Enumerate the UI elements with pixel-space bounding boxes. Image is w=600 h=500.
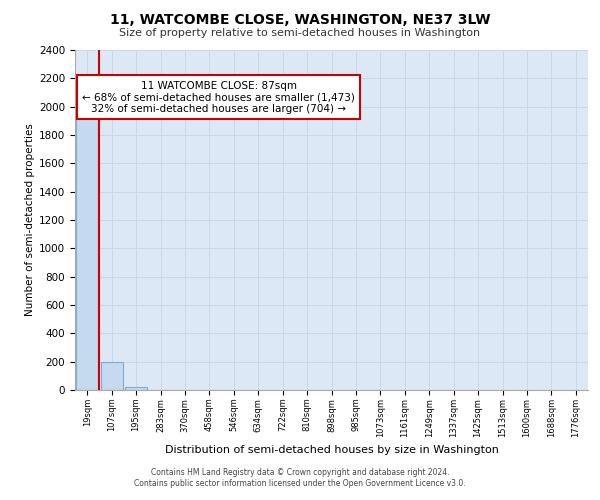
- Text: Size of property relative to semi-detached houses in Washington: Size of property relative to semi-detach…: [119, 28, 481, 38]
- Y-axis label: Number of semi-detached properties: Number of semi-detached properties: [25, 124, 35, 316]
- Text: Contains HM Land Registry data © Crown copyright and database right 2024.
Contai: Contains HM Land Registry data © Crown c…: [134, 468, 466, 487]
- Bar: [125, 387, 147, 390]
- Bar: [101, 362, 122, 390]
- Text: 11 WATCOMBE CLOSE: 87sqm
← 68% of semi-detached houses are smaller (1,473)
32% o: 11 WATCOMBE CLOSE: 87sqm ← 68% of semi-d…: [82, 80, 355, 114]
- Bar: [76, 106, 98, 390]
- X-axis label: Distribution of semi-detached houses by size in Washington: Distribution of semi-detached houses by …: [164, 445, 499, 455]
- Text: 11, WATCOMBE CLOSE, WASHINGTON, NE37 3LW: 11, WATCOMBE CLOSE, WASHINGTON, NE37 3LW: [110, 12, 490, 26]
